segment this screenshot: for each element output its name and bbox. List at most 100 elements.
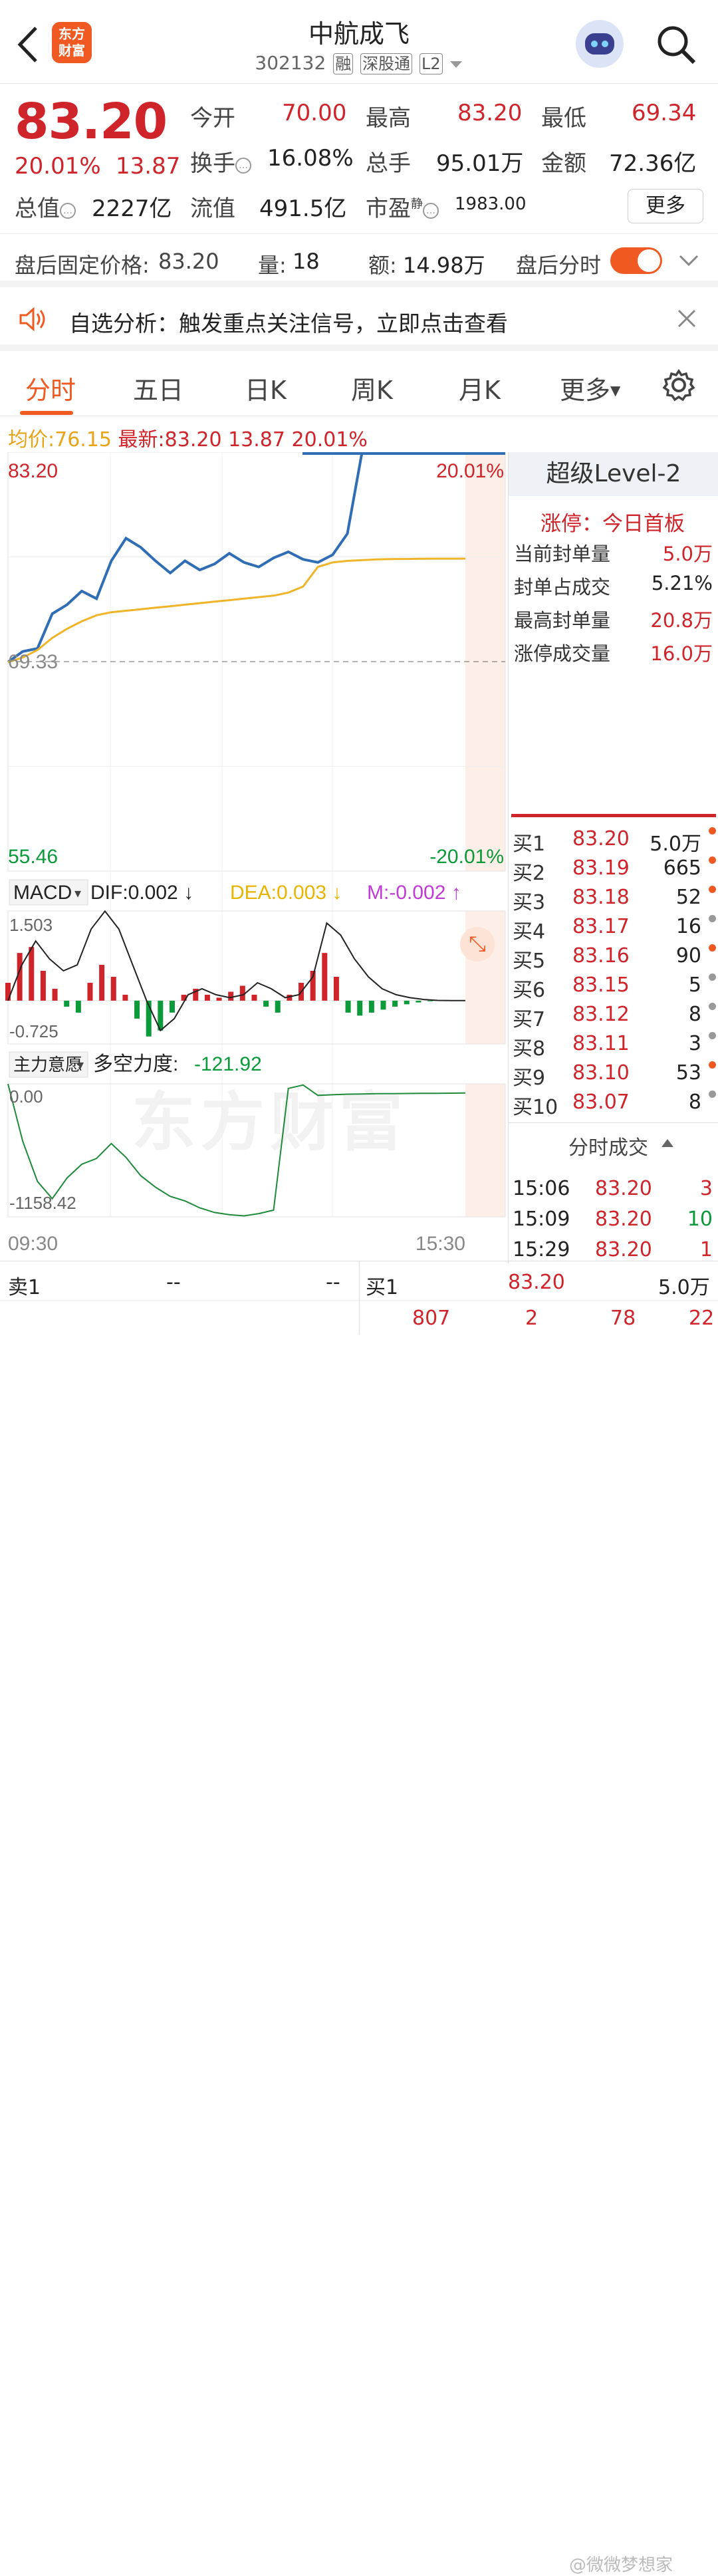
after-hours-toggle[interactable]: [610, 247, 662, 274]
chevron-down-icon[interactable]: [678, 254, 699, 267]
y-top-label: 83.20: [8, 460, 58, 482]
chart-tabs: 分时 五日 日K 周K 月K 更多▼: [0, 358, 718, 416]
high-label: 最高: [366, 105, 411, 132]
tab-weekly-k[interactable]: 周K: [351, 376, 393, 405]
avg-price-line: [7, 557, 465, 664]
more-button[interactable]: 更多: [628, 189, 703, 223]
info-icon[interactable]: …: [235, 158, 251, 174]
latest-label: 最新:: [118, 428, 165, 451]
settings-gear-icon[interactable]: [662, 368, 695, 402]
tab-daily-k[interactable]: 日K: [245, 376, 287, 405]
market-cap-label: 总值…: [15, 190, 76, 223]
bid-price: 83.12: [572, 1003, 630, 1026]
flow-frame: [7, 1083, 506, 1218]
bid-row[interactable]: 买5 83.16 90: [513, 944, 716, 973]
latest-price: 83.20: [164, 428, 222, 451]
top-bar: 东方 财富 中航成飞 302132 融 深股通 L2: [0, 0, 718, 84]
divider: [511, 814, 716, 817]
buy1-volume: 5.0万: [658, 1276, 710, 1299]
bid-volume: 52: [675, 886, 701, 909]
bottom-count-2: 2: [525, 1307, 538, 1330]
watermark: 东方财富: [132, 1085, 408, 1160]
macd-bottom-label: -0.725: [9, 1021, 59, 1041]
bid-row[interactable]: 买4 83.17 16: [513, 915, 716, 944]
bid-row[interactable]: 买8 83.11 3: [513, 1032, 716, 1061]
volume-value: 95.01万: [436, 150, 524, 177]
after-hours-bar: 盘后固定价格: 83.20 量: 18 额: 14.98万 盘后分时: [0, 234, 718, 287]
change-percent: 20.01%: [15, 153, 101, 180]
bottom-order-bar: 卖1 -- -- 买1 83.20 5.0万 807 2 78 22 @微微梦想…: [0, 1261, 718, 2575]
bid-row[interactable]: 买7 83.12 8: [513, 1003, 716, 1032]
expand-icon-bg: [460, 927, 495, 962]
flow-strength-label: 多空力度:: [93, 1053, 178, 1075]
info-icon[interactable]: …: [60, 203, 76, 219]
flow-selector: [9, 1051, 88, 1078]
bid-volume: 3: [688, 1032, 701, 1055]
info-icon[interactable]: …: [423, 203, 439, 219]
low-label: 最低: [541, 105, 586, 132]
bid-row[interactable]: 买10 83.07 8: [513, 1091, 716, 1120]
bid-row[interactable]: 买3 83.18 52: [513, 886, 716, 915]
macd-frame: [7, 910, 506, 1045]
bid-price: 83.18: [572, 886, 630, 909]
bid-dot-icon: [709, 1003, 716, 1010]
sell1-volume: --: [326, 1271, 340, 1294]
bid-row[interactable]: 买1 83.20 5.0万: [513, 827, 716, 856]
level2-row-label: 封单占成交: [514, 576, 611, 598]
bid-row[interactable]: 买6 83.15 5: [513, 973, 716, 1003]
limit-up-status: 涨停：今日首板: [540, 512, 685, 536]
macd-dif-line: [7, 910, 465, 1032]
level2-row-value: 16.0万: [650, 642, 713, 665]
bid-price: 83.11: [572, 1032, 630, 1055]
bid-label: 买1: [513, 833, 546, 856]
bid-price: 83.15: [572, 973, 630, 997]
y-bottom-label: 55.46: [8, 846, 58, 868]
bid-price: 83.17: [572, 915, 630, 938]
tab-five-day[interactable]: 五日: [133, 376, 184, 405]
macd-top-label: 1.503: [9, 915, 53, 935]
flow-line: [7, 1083, 466, 1217]
pct-top-label: 20.01%: [436, 460, 504, 482]
macd-m: M:-0.002 ↑: [367, 882, 461, 904]
x-start-label: 09:30: [8, 1233, 58, 1255]
tick-volume: 10: [687, 1208, 713, 1231]
level2-row-value: 5.0万: [662, 543, 713, 565]
intraday-chart-area[interactable]: 东方财富 83.20 69.33 55.46 20.01% -20.01% MACD ▾ DI…: [0, 452, 508, 1263]
tab-more[interactable]: 更多▼: [560, 376, 621, 405]
bid-volume: 5.0万: [650, 833, 701, 856]
bid-label: 买2: [513, 862, 546, 885]
app-logo: 东方 财富: [52, 22, 92, 63]
close-icon[interactable]: [677, 309, 697, 328]
back-arrow-icon[interactable]: [15, 25, 41, 64]
high-value: 83.20: [457, 100, 523, 126]
open-label: 今开: [190, 105, 235, 132]
tick-price: 83.20: [595, 1208, 652, 1231]
level2-tag: L2: [419, 53, 443, 74]
assistant-robot-icon[interactable]: [576, 20, 624, 68]
bid-price: 83.19: [572, 856, 630, 880]
ticks-title: 分时成交: [568, 1136, 648, 1160]
after-hours-price-label: 盘后固定价格:: [15, 253, 150, 278]
after-hours-amount: 14.98万: [403, 253, 485, 278]
quote-panel: 83.20 20.01% 13.87 今开 70.00 最高 83.20 最低 …: [0, 84, 718, 234]
macd-label: MACD: [13, 882, 72, 904]
tab-monthly-k[interactable]: 月K: [459, 376, 501, 405]
search-icon[interactable]: [654, 23, 697, 65]
bid-dot-icon: [709, 915, 716, 922]
bid-label: 买10: [513, 1096, 558, 1119]
ticks-header[interactable]: 分时成交: [509, 1122, 718, 1162]
bid-label: 买7: [513, 1008, 546, 1031]
dropdown-icon[interactable]: [449, 60, 463, 69]
float-cap-label: 流值: [190, 195, 235, 222]
caret-up-icon: [661, 1139, 673, 1147]
bid-row[interactable]: 买2 83.19 665: [513, 856, 716, 886]
tab-intraday[interactable]: 分时: [25, 376, 76, 405]
level2-title[interactable]: 超级Level-2: [509, 452, 718, 496]
active-tab-indicator: [20, 411, 73, 415]
bid-row[interactable]: 买9 83.10 53: [513, 1061, 716, 1091]
notice-bar[interactable]: 自选分析：触发重点关注信号，立即点击查看: [0, 287, 718, 351]
bid-volume: 8: [688, 1003, 701, 1026]
tick-price: 83.20: [595, 1238, 652, 1261]
bid-price: 83.16: [572, 944, 630, 967]
